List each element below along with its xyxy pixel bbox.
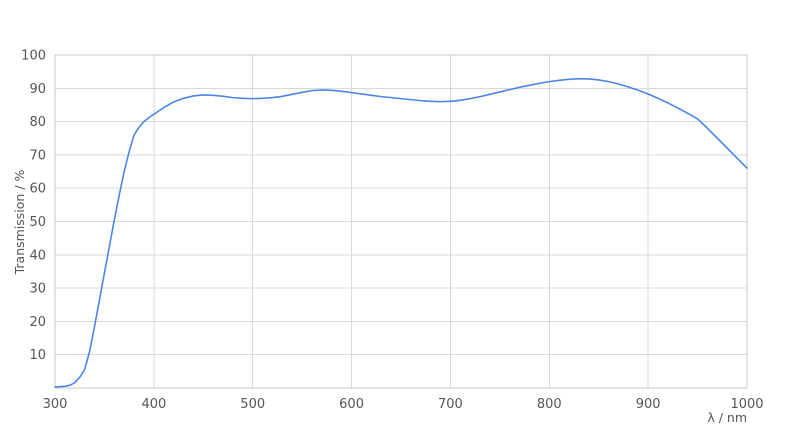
y-axis-title: Transmission / % (12, 169, 27, 275)
y-axis-tick-labels: 10 20 30 40 50 60 70 80 90 100 (21, 49, 46, 364)
x-tick-label-600: 600 (339, 397, 364, 412)
data-series-transmission (54, 77, 748, 388)
y-tick-label-40: 40 (29, 248, 46, 263)
x-axis-title: λ / nm (707, 410, 747, 425)
x-tick-label-800: 800 (537, 397, 562, 412)
y-tick-label-10: 10 (29, 348, 46, 363)
plot-frame (54, 54, 748, 389)
x-tick-label-500: 500 (240, 397, 265, 412)
x-axis-tick-labels: 300 400 500 600 700 800 900 1000 (43, 397, 764, 412)
y-tick-label-80: 80 (29, 115, 46, 130)
y-tick-label-70: 70 (29, 148, 46, 163)
x-tick-label-1000: 1000 (730, 397, 763, 412)
x-tick-label-700: 700 (438, 397, 463, 412)
x-tick-label-900: 900 (636, 397, 661, 412)
y-tick-label-100: 100 (21, 49, 46, 64)
x-tick-label-300: 300 (43, 397, 68, 412)
y-tick-label-90: 90 (29, 82, 46, 97)
y-tick-label-60: 60 (29, 182, 46, 197)
vertical-gridlines (153, 55, 649, 388)
y-tick-label-50: 50 (29, 215, 46, 230)
y-tick-label-30: 30 (29, 282, 46, 297)
y-tick-label-20: 20 (29, 315, 46, 330)
x-tick-label-400: 400 (141, 397, 166, 412)
